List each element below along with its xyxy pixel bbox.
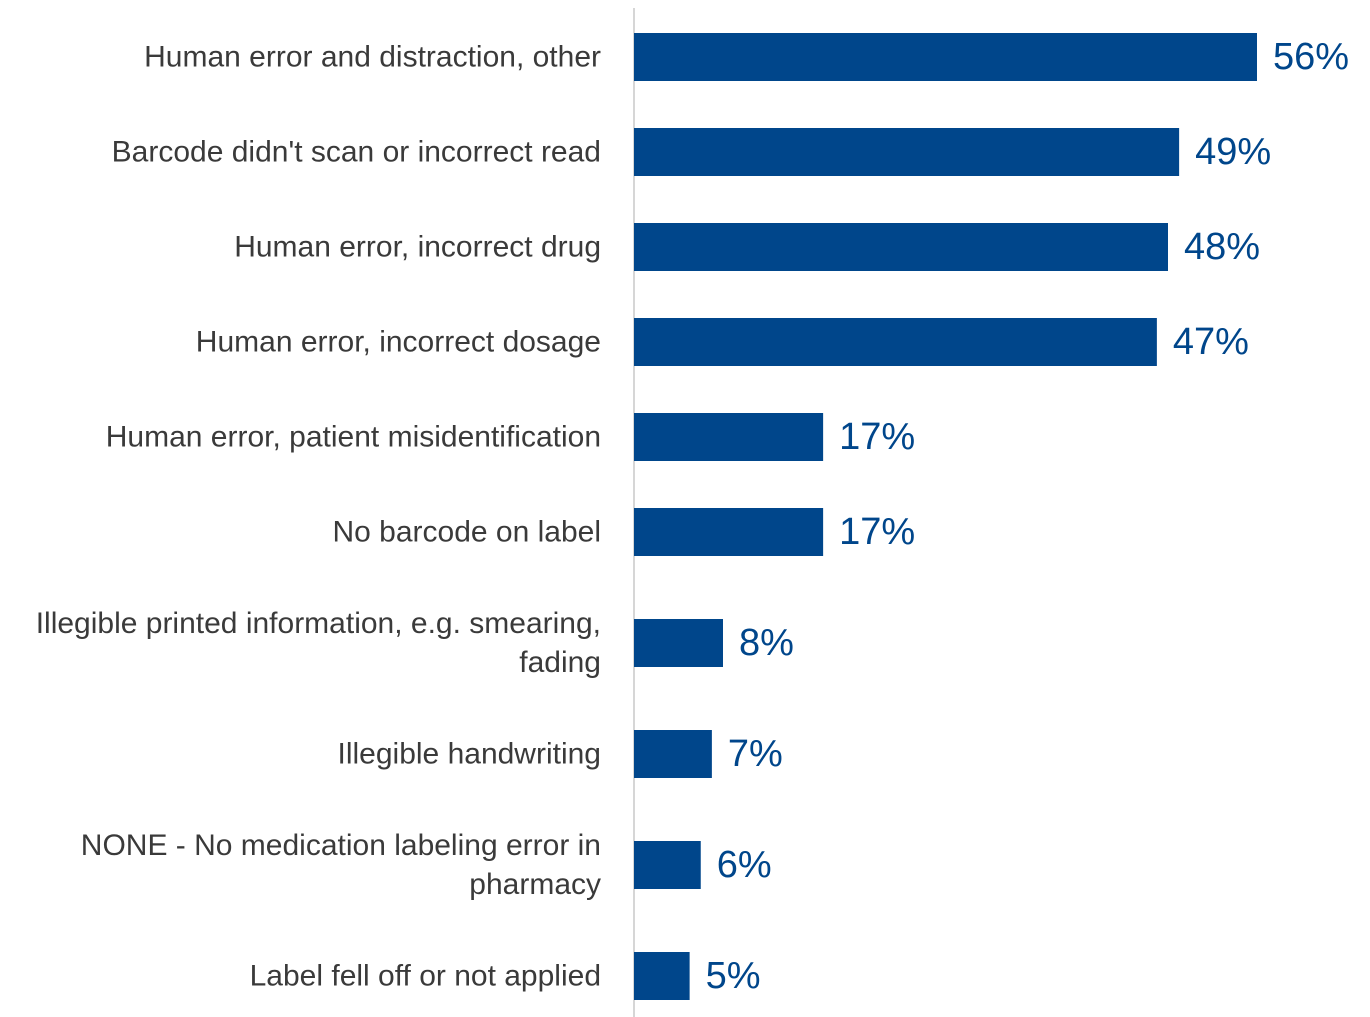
category-tick-label: Illegible handwriting: [338, 738, 602, 771]
category-tick-label: fading: [519, 646, 601, 679]
data-label: 5%: [706, 955, 761, 997]
category-tick-label: pharmacy: [469, 868, 601, 901]
bar: [634, 413, 824, 461]
bar: [634, 33, 1257, 81]
data-label: 6%: [717, 844, 772, 886]
value-labels-group: 56% 49% 48% 47% 17% 17% 8% 7% 6% 5%: [706, 36, 1349, 997]
category-tick-label: Label fell off or not applied: [250, 960, 601, 993]
category-tick-label: Illegible printed information, e.g. smea…: [36, 607, 601, 640]
bar: [634, 318, 1157, 366]
data-label: 17%: [839, 416, 915, 458]
bar: [634, 952, 690, 1000]
category-tick-label: Human error, incorrect dosage: [196, 326, 601, 359]
category-tick-label: Barcode didn't scan or incorrect read: [112, 136, 601, 169]
bar: [634, 841, 701, 889]
data-label: 48%: [1184, 226, 1260, 268]
category-tick-label: Human error, incorrect drug: [234, 231, 601, 264]
data-label: 49%: [1195, 131, 1271, 173]
category-tick-label: No barcode on label: [332, 516, 601, 549]
data-label: 17%: [839, 511, 915, 553]
bar: [634, 508, 824, 556]
bars-group: [634, 33, 1257, 1000]
bar: [634, 223, 1168, 271]
category-tick-label: Human error and distraction, other: [144, 41, 601, 74]
data-label: 47%: [1173, 321, 1249, 363]
bar: [634, 128, 1180, 176]
bar: [634, 619, 723, 667]
category-tick-label: NONE - No medication labeling error in: [81, 829, 601, 862]
data-label: 7%: [728, 733, 783, 775]
category-labels-group: Human error and distraction, other Barcod…: [36, 41, 601, 993]
data-label: 56%: [1273, 36, 1349, 78]
bar: [634, 730, 712, 778]
category-tick-label: Human error, patient misidentification: [106, 421, 601, 454]
data-label: 8%: [739, 622, 794, 664]
